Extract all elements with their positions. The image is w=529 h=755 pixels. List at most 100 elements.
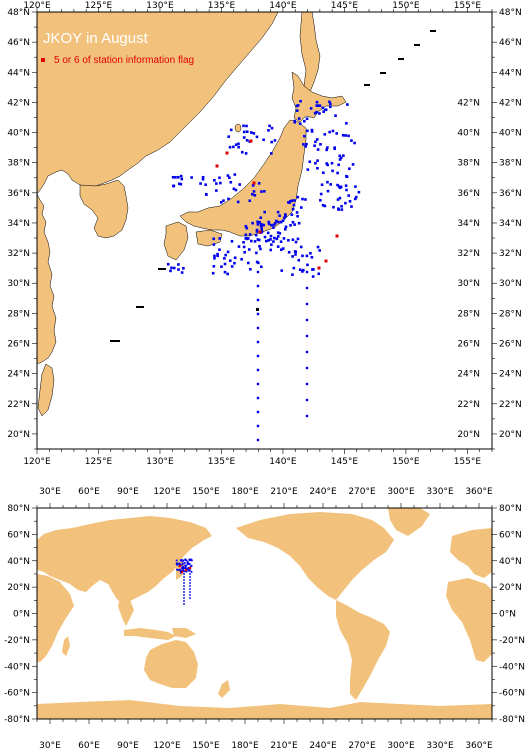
station-point [267,220,271,224]
flagged-station-point [335,234,339,238]
station-point [339,156,343,160]
lat-label-inner: 22°N [457,400,480,410]
station-point [223,262,227,266]
station-point [216,254,219,258]
station-point [272,223,276,226]
lat-label-right: 46°N [499,38,522,48]
station-point [334,114,337,117]
global-station-point [186,560,189,563]
station-point [284,225,288,229]
station-point [230,265,234,268]
station-point [276,210,280,214]
station-point [275,237,279,241]
regional-frame [36,11,493,450]
hokkaido-land [291,71,347,123]
island-chain-mark [136,306,144,308]
station-point [238,183,242,186]
station-point [201,175,205,179]
station-point [315,110,318,114]
flagged-station-point [252,181,256,185]
station-point [325,162,328,165]
global-lon-label-top: 120°E [153,487,181,497]
lat-label-right: 30°N [499,279,522,289]
station-point [292,266,296,270]
korea-peninsula-land [79,179,129,239]
station-point [354,195,358,199]
station-point [226,174,230,177]
station-point [223,257,226,260]
station-point [213,256,216,260]
station-point [292,203,296,207]
global-station-point [188,569,191,572]
station-point [291,238,295,242]
europe-land-right [450,528,492,578]
station-point [344,201,347,205]
station-point [260,223,264,227]
global-station-point [182,567,185,570]
station-point [323,204,327,208]
global-lat-label-left: 40°N [7,557,30,567]
station-point [223,270,227,274]
station-point [272,240,275,243]
global-lon-label-top: 300°E [387,487,415,497]
station-point [244,152,248,155]
global-map: 30°E 60°E 90°E 120°E 150°E 180°E 210°E 240°E 270… [4,487,525,751]
map-title: JKOY in August [43,30,149,47]
lon-label-top: 130°E [146,1,174,11]
station-point [256,368,260,372]
global-station-point [189,585,191,587]
station-point [262,223,266,227]
lat-label-left: 48°N [7,8,30,18]
station-point [308,160,312,164]
station-point [274,219,278,223]
station-point [248,233,252,236]
station-point [259,216,263,220]
station-point [296,237,300,241]
station-point [232,145,235,149]
station-point [306,263,309,267]
lat-label-left: 42°N [7,98,30,108]
station-point [317,272,321,276]
global-flagged-station-point [178,564,182,568]
global-lon-label-bottom: 300°E [387,741,415,751]
station-point [289,224,292,227]
station-point [172,184,175,188]
station-point [335,132,338,135]
taiwan-land [37,363,55,417]
global-station-point [176,563,178,566]
station-point [294,240,298,244]
station-point [279,220,283,224]
station-point [256,270,260,274]
lat-label-right: 48°N [499,8,522,18]
global-station-point [176,568,178,571]
global-lon-label-top: 240°E [309,487,337,497]
station-point [245,226,249,230]
lon-label-bottom: 155°E [454,457,482,467]
station-point [309,107,313,110]
station-point [252,190,256,193]
station-point [273,222,277,225]
station-point [234,143,238,147]
station-point [331,129,335,133]
station-point [344,134,347,137]
station-point [269,234,273,238]
station-point [244,224,248,228]
station-point [267,222,271,226]
station-point [301,197,304,201]
global-station-point [184,564,187,567]
station-point [336,183,339,187]
station-point [256,298,260,302]
global-station-point [189,582,191,584]
shikoku-land [195,229,223,247]
lat-label-right: 40°N [499,129,522,139]
station-point [345,188,348,192]
station-point [322,171,325,175]
station-point [345,175,349,179]
station-point [332,205,335,209]
global-station-point [180,559,183,561]
station-point [346,103,349,106]
station-point [258,244,261,248]
station-point [226,272,230,276]
station-point [204,183,207,187]
global-station-point [183,603,185,605]
